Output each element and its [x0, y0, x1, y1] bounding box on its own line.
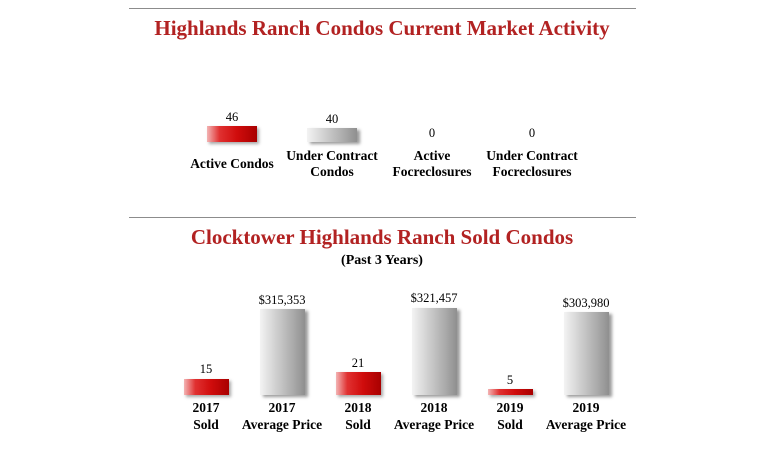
bar-area: 15 [168, 291, 244, 395]
red-bar [183, 378, 229, 395]
bar-value-label: $303,980 [562, 296, 610, 311]
sold-condos-chart-subtitle: (Past 3 Years) [341, 252, 423, 268]
bar-category-label: Active Condos [190, 156, 274, 172]
bar-area: 0 [482, 104, 582, 142]
sold-condos-chart-title: Clocktower Highlands Ranch Sold Condos [190, 225, 574, 250]
bar-group: 21 2018 Sold [320, 291, 396, 434]
bar-value-label: $315,353 [258, 293, 306, 308]
bar-value-label: 0 [528, 125, 536, 140]
gray-bar [259, 309, 305, 395]
bar-value-label: 40 [325, 111, 339, 126]
bar-group: 15 2017 Sold [168, 291, 244, 434]
bar-area: $315,353 [244, 291, 320, 395]
bar-area: $303,980 [548, 291, 624, 395]
bar-group: $303,980 2019 Average Price [545, 291, 627, 434]
bar-category-label: Under Contract Focreclosures [486, 147, 578, 180]
bar-area: 46 [182, 104, 282, 143]
bar-area: $321,457 [396, 291, 472, 395]
bar-value-label: $321,457 [410, 291, 458, 306]
bar-value-label: 5 [506, 372, 514, 387]
bar-category-label: 2019 Sold [496, 400, 524, 432]
gray-bar [307, 128, 357, 143]
bar-value-label: 46 [225, 109, 239, 124]
bar-category-label: 2018 Average Price [393, 400, 475, 432]
bar-value-label: 21 [351, 356, 365, 371]
bar-category-label: 2018 Sold [344, 400, 372, 432]
bar-area: 0 [382, 104, 482, 142]
bar-group: $321,457 2018 Average Price [393, 291, 475, 434]
divider-top [128, 8, 636, 9]
bar-area: 21 [320, 291, 396, 395]
bar-group: 40 Under Contract Condos [282, 104, 382, 181]
market-activity-chart-title: Highlands Ranch Condos Current Market Ac… [154, 16, 610, 40]
bar-group: $315,353 2017 Average Price [241, 291, 323, 434]
bar-category-label: 2017 Sold [192, 400, 220, 432]
bar-value-label: 15 [199, 362, 213, 377]
bar-category-label: Under Contract Condos [286, 147, 378, 180]
bar-value-label: 0 [428, 125, 436, 140]
gray-bar [411, 307, 457, 395]
market-activity-chart: 46 Active Condos 40 Under Contract Condos 0 Ac… [0, 104, 764, 181]
red-bar [335, 372, 381, 395]
sold-condos-chart: 15 2017 Sold $315,353 2017 Average Price 21 201… [14, 291, 764, 434]
bar-area: 5 [472, 291, 548, 395]
bar-area: 40 [282, 104, 382, 143]
bar-category-label: Active Focreclosures [392, 147, 472, 180]
bar-category-label: 2019 Average Price [545, 400, 627, 432]
bar-category-label: 2017 Average Price [241, 400, 323, 432]
bar-group: 5 2019 Sold [472, 291, 548, 434]
divider-middle [128, 217, 636, 219]
bar-group: 0 Under Contract Focreclosures [482, 104, 582, 181]
page: Highlands Ranch Condos Current Market Ac… [0, 8, 764, 434]
gray-bar [563, 312, 609, 395]
red-bar [487, 389, 533, 395]
bar-group: 46 Active Condos [182, 104, 282, 181]
red-bar [207, 126, 257, 143]
bar-group: 0 Active Focreclosures [382, 104, 482, 181]
